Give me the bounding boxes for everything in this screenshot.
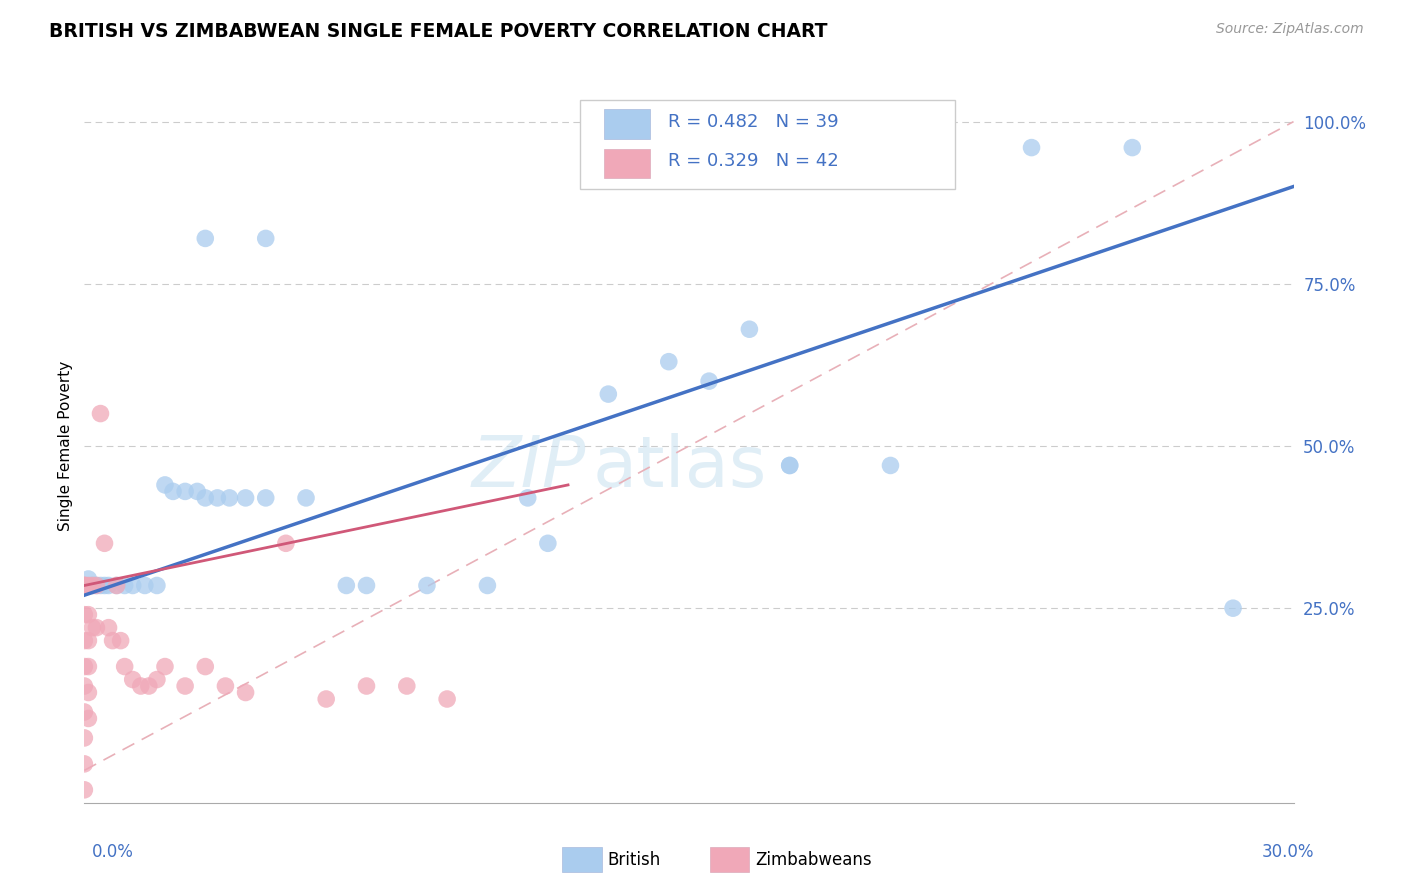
Text: British: British bbox=[607, 851, 661, 869]
Point bbox=[93, 578, 115, 592]
Point bbox=[516, 491, 538, 505]
Point bbox=[295, 491, 318, 505]
Point bbox=[89, 407, 111, 421]
Point bbox=[97, 621, 120, 635]
Point bbox=[779, 458, 801, 473]
Text: 0.0%: 0.0% bbox=[91, 843, 134, 861]
Point bbox=[1021, 140, 1043, 154]
Point bbox=[121, 673, 143, 687]
Point bbox=[73, 633, 96, 648]
Point bbox=[82, 578, 104, 592]
Point bbox=[114, 659, 136, 673]
Point bbox=[73, 578, 96, 592]
Point bbox=[1222, 601, 1244, 615]
Point bbox=[129, 679, 152, 693]
Point bbox=[134, 578, 156, 592]
Point bbox=[73, 705, 96, 719]
Point bbox=[77, 711, 100, 725]
Point bbox=[194, 491, 217, 505]
Text: R = 0.482   N = 39: R = 0.482 N = 39 bbox=[668, 113, 839, 131]
Point bbox=[218, 491, 240, 505]
Point bbox=[77, 659, 100, 673]
Point bbox=[138, 679, 160, 693]
Point bbox=[235, 685, 257, 699]
Point bbox=[73, 659, 96, 673]
Text: Zimbabweans: Zimbabweans bbox=[755, 851, 872, 869]
Point bbox=[436, 692, 458, 706]
Bar bbox=[605, 149, 650, 178]
Point bbox=[73, 578, 96, 592]
Text: BRITISH VS ZIMBABWEAN SINGLE FEMALE POVERTY CORRELATION CHART: BRITISH VS ZIMBABWEAN SINGLE FEMALE POVE… bbox=[49, 22, 828, 41]
Text: ZIP: ZIP bbox=[472, 433, 586, 502]
Point bbox=[77, 572, 100, 586]
Point bbox=[86, 578, 108, 592]
Point bbox=[477, 578, 499, 592]
Point bbox=[697, 374, 720, 388]
Point bbox=[77, 578, 100, 592]
Point bbox=[110, 633, 132, 648]
Point bbox=[186, 484, 208, 499]
Point bbox=[89, 578, 111, 592]
Point bbox=[658, 354, 681, 368]
Point bbox=[82, 578, 104, 592]
Y-axis label: Single Female Poverty: Single Female Poverty bbox=[58, 361, 73, 531]
Bar bbox=[605, 110, 650, 139]
Point bbox=[86, 621, 108, 635]
Point bbox=[114, 578, 136, 592]
Point bbox=[738, 322, 761, 336]
Point bbox=[162, 484, 184, 499]
Point bbox=[335, 578, 357, 592]
Point bbox=[73, 782, 96, 797]
Text: 30.0%: 30.0% bbox=[1263, 843, 1315, 861]
Point bbox=[101, 633, 124, 648]
Point bbox=[77, 685, 100, 699]
Point bbox=[779, 458, 801, 473]
Point bbox=[146, 673, 169, 687]
Point bbox=[174, 484, 197, 499]
Point bbox=[356, 578, 378, 592]
Point bbox=[73, 731, 96, 745]
Point bbox=[879, 458, 901, 473]
Point bbox=[274, 536, 297, 550]
Point bbox=[97, 578, 120, 592]
Point bbox=[207, 491, 229, 505]
FancyBboxPatch shape bbox=[581, 100, 955, 189]
Text: Source: ZipAtlas.com: Source: ZipAtlas.com bbox=[1216, 22, 1364, 37]
Point bbox=[121, 578, 143, 592]
Point bbox=[356, 679, 378, 693]
Point bbox=[174, 679, 197, 693]
Point bbox=[146, 578, 169, 592]
Point bbox=[86, 578, 108, 592]
Point bbox=[194, 659, 217, 673]
Point bbox=[254, 491, 277, 505]
Point bbox=[598, 387, 620, 401]
Point bbox=[77, 607, 100, 622]
Point bbox=[416, 578, 439, 592]
Point bbox=[93, 536, 115, 550]
Point bbox=[105, 578, 128, 592]
Point bbox=[73, 756, 96, 771]
Point bbox=[395, 679, 418, 693]
Text: atlas: atlas bbox=[592, 433, 766, 502]
Point bbox=[214, 679, 236, 693]
Point bbox=[537, 536, 560, 550]
Point bbox=[82, 621, 104, 635]
Point bbox=[153, 659, 176, 673]
Point bbox=[315, 692, 337, 706]
Point bbox=[77, 633, 100, 648]
Point bbox=[73, 578, 96, 592]
Point bbox=[73, 607, 96, 622]
Point bbox=[254, 231, 277, 245]
Point bbox=[105, 578, 128, 592]
Point bbox=[153, 478, 176, 492]
Point bbox=[73, 679, 96, 693]
Point bbox=[194, 231, 217, 245]
Text: R = 0.329   N = 42: R = 0.329 N = 42 bbox=[668, 153, 839, 170]
Point bbox=[1121, 140, 1143, 154]
Point bbox=[235, 491, 257, 505]
